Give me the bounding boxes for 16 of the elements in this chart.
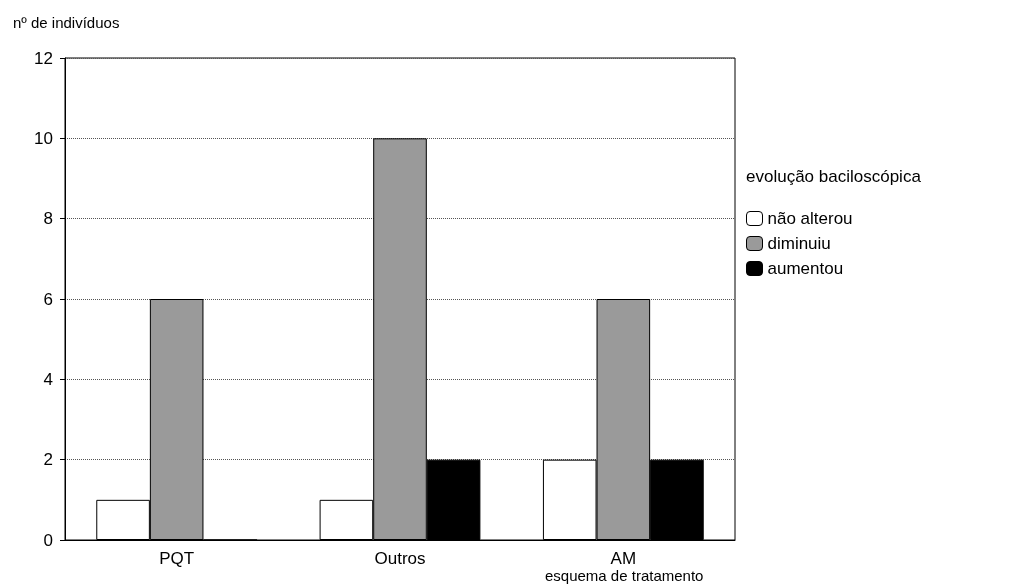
legend-label: não alterou xyxy=(767,209,853,228)
y-tick-label: 10 xyxy=(34,128,53,148)
y-tick-label: 0 xyxy=(43,530,53,550)
y-tick-label: 12 xyxy=(34,48,53,68)
legend-label: diminuiu xyxy=(767,234,831,253)
legend-title: evolução baciloscópica xyxy=(746,167,922,186)
x-axis-title: esquema de tratamento xyxy=(545,567,704,584)
y-tick-label: 6 xyxy=(43,289,53,309)
y-tick-label: 8 xyxy=(43,209,53,229)
x-tick-label: PQT xyxy=(159,549,195,568)
y-tick-label: 4 xyxy=(43,369,53,389)
y-tick-label: 2 xyxy=(43,450,53,470)
x-tick-label: AM xyxy=(610,549,637,568)
legend-label: aumentou xyxy=(767,259,844,278)
y-axis-title: nº de indivíduos xyxy=(13,14,120,31)
x-tick-label: Outros xyxy=(374,549,426,568)
